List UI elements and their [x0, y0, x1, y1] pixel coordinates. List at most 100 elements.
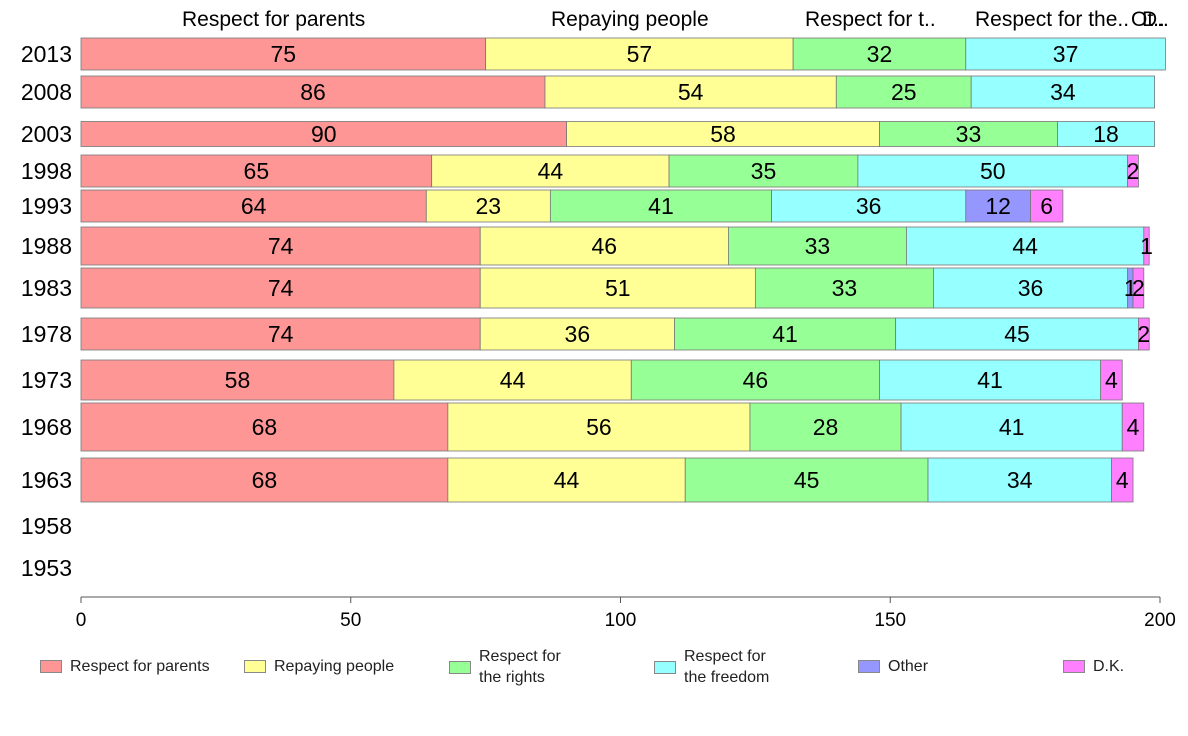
data-label: 2: [1137, 321, 1150, 347]
bar-segment: [80, 226, 481, 266]
bar-segment: [630, 359, 880, 401]
data-label: 41: [648, 193, 674, 219]
column-header-rights: Respect for t..: [805, 8, 936, 31]
data-label: 45: [794, 467, 820, 493]
legend-item-rights: Respect for the rights: [449, 646, 561, 688]
data-label: 56: [586, 414, 612, 440]
legend-label: Respect for parents: [70, 658, 210, 675]
bar-segment: [80, 154, 433, 188]
bar-segment: [431, 154, 670, 188]
y-tick-label: 2008: [21, 79, 72, 105]
legend-label-line1: Respect for: [684, 648, 766, 665]
data-label: 41: [772, 321, 798, 347]
bar-segment: [479, 317, 675, 351]
data-label: 50: [980, 158, 1006, 184]
data-label: 57: [627, 41, 653, 67]
data-label: 18: [1093, 121, 1119, 147]
legend-swatch: [654, 660, 676, 674]
data-label: 35: [751, 158, 777, 184]
bar-segment: [965, 37, 1166, 71]
data-label: 74: [268, 233, 294, 259]
legend-label-line1: Respect for: [479, 648, 561, 665]
data-label: 58: [225, 367, 251, 393]
bar-segment: [970, 75, 1156, 109]
data-label: 75: [271, 41, 297, 67]
bar-segment: [900, 402, 1123, 452]
data-label: 64: [241, 193, 267, 219]
y-tick-label: 1958: [21, 513, 72, 539]
bar-segment: [80, 267, 481, 309]
data-label: 33: [956, 121, 982, 147]
data-label: 2: [1132, 275, 1145, 301]
data-label: 74: [268, 321, 294, 347]
column-header-parents: Respect for parents: [182, 8, 366, 31]
legend-item-freedom: Respect for the freedom: [654, 646, 769, 688]
data-label: 37: [1053, 41, 1079, 67]
bar-segment: [1111, 457, 1134, 503]
data-label: 25: [891, 79, 917, 105]
stacked-bar-chart: 2013 75 57 32 37 2008 86 54 25 34 2003 90 58 33 18 1998…: [21, 37, 1176, 631]
data-label: 28: [813, 414, 839, 440]
data-label: 68: [252, 467, 278, 493]
bar-segment: [879, 359, 1102, 401]
data-label: 58: [710, 121, 736, 147]
bar-segment: [80, 317, 481, 351]
data-label: 2: [1127, 158, 1140, 184]
data-label: 36: [1018, 275, 1044, 301]
data-label: 44: [538, 158, 564, 184]
bar-segment: [479, 226, 729, 266]
bar-segment: [835, 75, 972, 109]
column-header-freedom: Respect for the..: [975, 8, 1130, 31]
data-label: 4: [1105, 367, 1118, 393]
data-label: 45: [1004, 321, 1030, 347]
bar-segment: [1138, 317, 1150, 351]
bar-segment: [425, 189, 551, 223]
legend-swatch: [40, 660, 62, 673]
bar-segment: [771, 189, 967, 223]
bar-segment: [1121, 402, 1145, 452]
legend-label-line2: the rights: [479, 669, 545, 686]
data-label: 65: [244, 158, 270, 184]
bar-segment: [80, 75, 546, 109]
bar-segment: [447, 457, 686, 503]
bar-segment: [1100, 359, 1123, 401]
data-label: 33: [832, 275, 858, 301]
legend-swatch: [244, 660, 266, 673]
data-label: 44: [1012, 233, 1038, 259]
column-header-other: Ot..: [1131, 8, 1165, 31]
bar-segment: [674, 317, 897, 351]
bar-segment: [857, 154, 1129, 188]
data-label: 6: [1040, 193, 1053, 219]
data-label: 41: [999, 414, 1025, 440]
bar-segment: [1030, 189, 1064, 223]
x-tick-label: 150: [874, 610, 906, 631]
legend-item-dk: D.K.: [1063, 656, 1124, 677]
bar-segment: [1143, 226, 1150, 266]
x-tick-label: 50: [340, 610, 361, 631]
data-label: 1: [1140, 233, 1153, 259]
column-header-repaying: Repaying people: [551, 8, 709, 31]
bar-segment: [80, 457, 449, 503]
bar-segment: [80, 121, 567, 147]
y-tick-label: 1968: [21, 414, 72, 440]
legend-label-line2: the freedom: [684, 669, 770, 686]
y-tick-label: 1988: [21, 233, 72, 259]
y-tick-label: 2003: [21, 121, 72, 147]
bar-segment: [749, 402, 902, 452]
data-label: 51: [605, 275, 631, 301]
data-label: 90: [311, 121, 337, 147]
data-label: 44: [500, 367, 526, 393]
bar-segment: [933, 267, 1129, 309]
data-label: 34: [1007, 467, 1033, 493]
legend-label: D.K.: [1093, 658, 1125, 675]
y-tick-label: 1998: [21, 158, 72, 184]
y-tick-label: 1973: [21, 367, 72, 393]
data-label: 34: [1050, 79, 1076, 105]
y-tick-label: 1978: [21, 321, 72, 347]
bar-segment: [754, 267, 934, 309]
x-tick-label: 0: [76, 610, 87, 631]
data-label: 54: [678, 79, 704, 105]
legend-swatch: [1063, 660, 1085, 673]
data-label: 4: [1116, 467, 1129, 493]
bar-segment: [1127, 154, 1139, 188]
